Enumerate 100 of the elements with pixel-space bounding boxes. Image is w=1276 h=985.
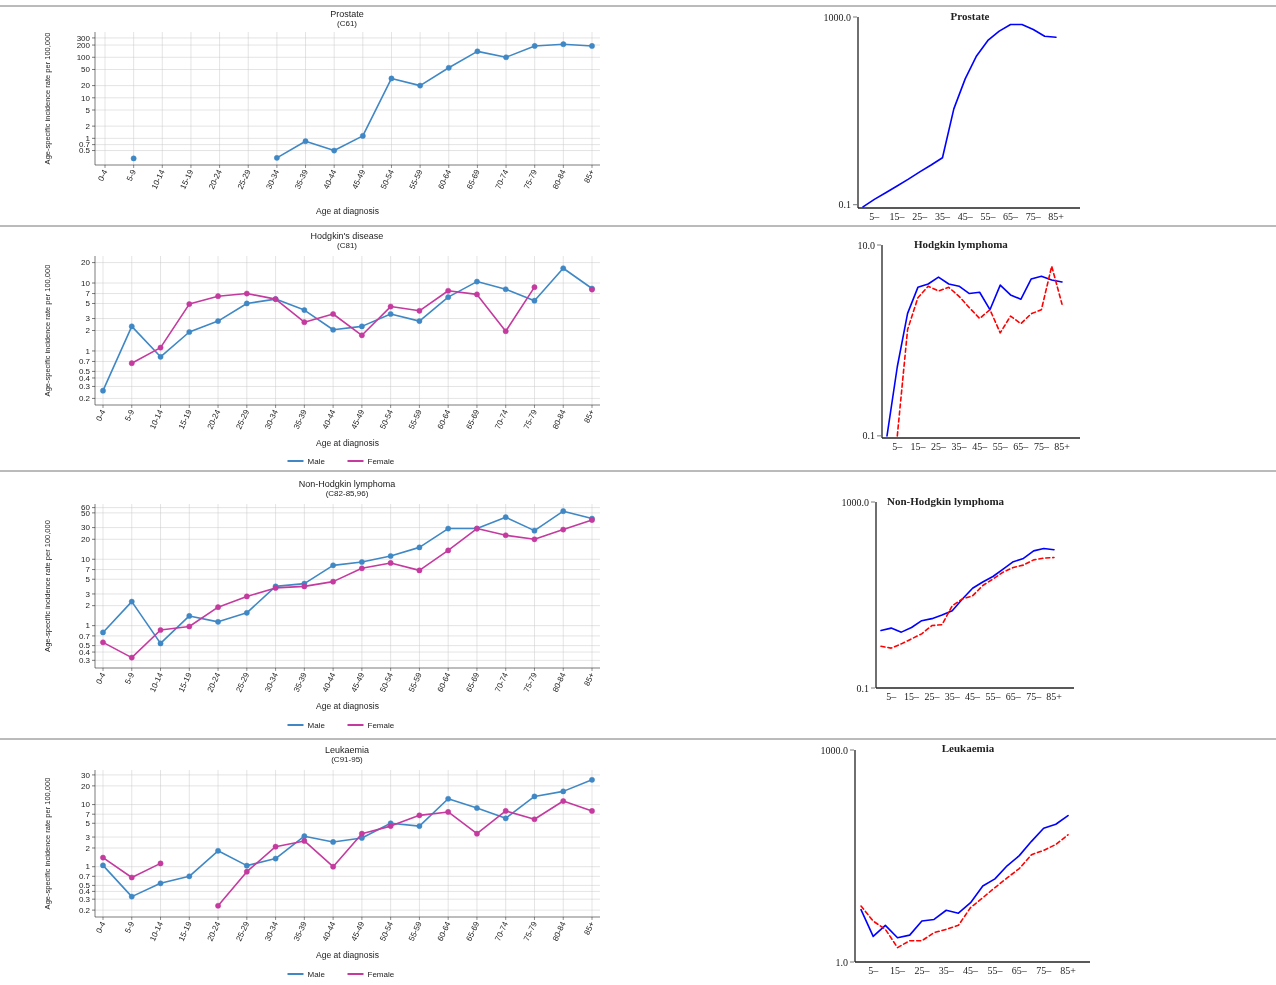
x-tick-label: 35-39: [293, 167, 311, 191]
x-tick-label: 45–: [963, 965, 980, 976]
y-tick-label: 10: [81, 800, 91, 810]
x-tick-label: 85+: [1060, 965, 1077, 976]
x-tick-label: 20-24: [205, 919, 223, 943]
y-tick-label: 10.0: [857, 239, 875, 251]
y-tick-label: 0.7: [78, 631, 91, 641]
y-tick-label: 5: [85, 299, 91, 309]
x-tick-label: 40-44: [320, 407, 338, 431]
x-tick-label: 50-54: [378, 407, 396, 431]
x-tick-label: 25–: [914, 965, 931, 976]
x-tick-label: 5–: [892, 441, 904, 452]
chart-title: Hodgkin lymphoma: [914, 238, 1009, 250]
x-tick-label: 65–: [1013, 441, 1030, 452]
x-tick-label: 65-69: [464, 919, 482, 943]
x-tick-label: 85+: [1046, 691, 1063, 702]
x-tick-label: 15-19: [176, 670, 194, 694]
x-tick-label: 15–: [910, 441, 927, 452]
x-tick-label: 50-54: [378, 919, 396, 943]
chart-subtitle: (C82-85,96): [325, 489, 369, 498]
x-tick-label: 25-29: [234, 407, 252, 431]
y-tick-label: 0.2: [78, 394, 91, 404]
x-tick-label: 80-84: [550, 670, 568, 694]
x-tick-label: 30-34: [264, 167, 282, 191]
x-tick-label: 5-9: [123, 670, 137, 686]
y-tick-label: 20: [81, 258, 91, 268]
x-tick-label: 5–: [886, 691, 898, 702]
x-tick-label: 40-44: [320, 919, 338, 943]
x-tick-label: 65-69: [464, 167, 482, 191]
y-tick-label: 0.3: [78, 656, 91, 666]
x-tick-label: 70-74: [493, 670, 511, 694]
y-tick-label: 0.2: [78, 905, 91, 915]
x-tick-label: 5-9: [124, 167, 139, 183]
x-tick-label: 80-84: [550, 919, 568, 943]
x-tick-label: 5–: [869, 211, 881, 222]
x-tick-label: 45-49: [350, 167, 368, 191]
x-tick-label: 10-14: [148, 670, 166, 694]
y-tick-label: 2: [85, 601, 91, 611]
legend-label: Male: [307, 969, 326, 979]
x-tick-label: 5–: [868, 965, 880, 976]
x-tick-label: 55–: [980, 211, 997, 222]
x-tick-label: 15–: [890, 965, 907, 976]
y-tick-label: 50: [81, 65, 91, 75]
x-tick-label: 30-34: [263, 670, 281, 694]
y-tick-label: 2: [85, 326, 91, 336]
y-tick-label: 20: [81, 81, 91, 91]
x-tick-label: 85+: [1048, 211, 1065, 222]
y-tick-label: 30: [81, 523, 91, 533]
y-tick-label: 0.1: [856, 682, 869, 694]
y-tick-label: 2: [85, 843, 91, 853]
y-tick-label: 0.7: [78, 357, 91, 367]
x-tick-label: 55-59: [406, 407, 424, 431]
x-tick-label: 15–: [904, 691, 921, 702]
x-axis-title: Age at diagnosis: [316, 701, 379, 711]
y-tick-label: 7: [85, 809, 91, 819]
x-axis-title: Age at diagnosis: [316, 206, 379, 216]
x-tick-label: 30-34: [263, 919, 281, 943]
x-axis-title: Age at diagnosis: [316, 438, 379, 448]
x-tick-label: 35-39: [291, 670, 309, 694]
x-tick-label: 45–: [965, 691, 982, 702]
y-tick-label: 1: [85, 346, 91, 356]
x-tick-label: 45–: [957, 211, 974, 222]
x-tick-label: 25–: [930, 441, 947, 452]
x-tick-label: 70-74: [493, 167, 511, 191]
x-tick-label: 45-49: [349, 670, 367, 694]
y-tick-label: 5: [85, 575, 91, 585]
y-tick-label: 0.1: [862, 430, 875, 442]
x-tick-label: 35-39: [291, 919, 309, 943]
x-tick-label: 85+: [1054, 441, 1071, 452]
legend-label: Male: [307, 720, 326, 730]
x-tick-label: 60-64: [435, 407, 453, 431]
x-tick-label: 0-4: [94, 919, 108, 935]
y-tick-label: 0.1: [838, 199, 851, 211]
x-tick-label: 30-34: [263, 407, 281, 431]
x-tick-label: 70-74: [493, 407, 511, 431]
x-tick-label: 15-19: [176, 919, 194, 943]
x-tick-label: 10-14: [149, 167, 167, 191]
y-tick-label: 0.7: [78, 872, 91, 882]
x-tick-label: 85+: [582, 670, 597, 688]
y-tick-label: 200: [76, 40, 91, 50]
x-tick-label: 85+: [582, 167, 597, 185]
legend-label: Male: [307, 456, 326, 466]
x-tick-label: 25–: [924, 691, 941, 702]
chart-title: Hodgkin's disease: [310, 231, 384, 241]
y-tick-label: 3: [85, 589, 91, 599]
x-tick-label: 65-69: [464, 670, 482, 694]
y-tick-label: 100: [76, 53, 91, 63]
chart-subtitle: (C61): [336, 19, 358, 28]
chart-title: Prostate: [330, 9, 364, 19]
chart-subtitle: (C91-95): [331, 755, 364, 764]
x-tick-label: 35–: [934, 211, 951, 222]
x-tick-label: 15-19: [178, 167, 196, 191]
x-tick-label: 55–: [992, 441, 1009, 452]
x-tick-label: 35-39: [291, 407, 309, 431]
x-tick-label: 70-74: [493, 919, 511, 943]
chart-title: Non-Hodgkin lymphoma: [298, 479, 396, 489]
x-tick-label: 5-9: [123, 919, 137, 935]
y-tick-label: 1: [85, 862, 91, 872]
x-tick-label: 60-64: [435, 670, 453, 694]
y-tick-label: 30: [81, 770, 91, 780]
